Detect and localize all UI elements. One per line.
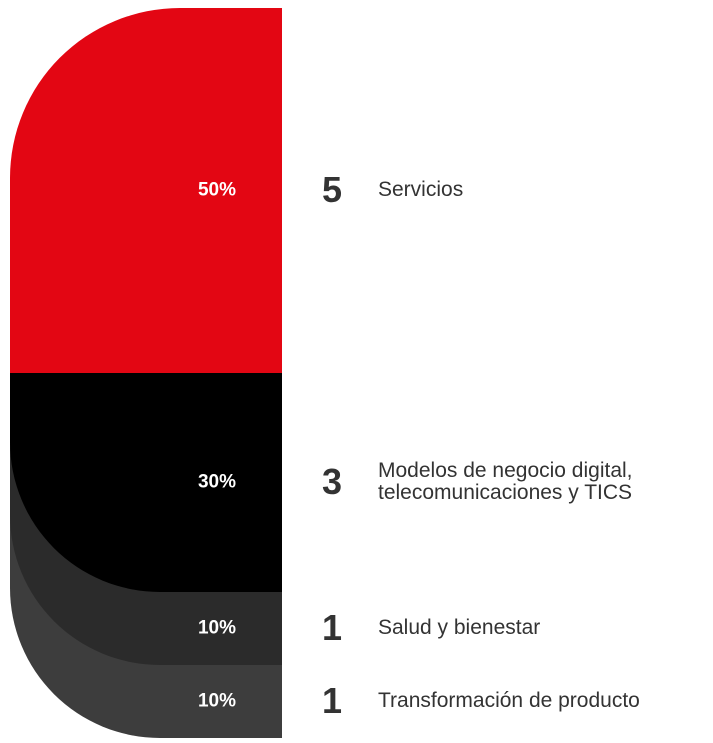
percent-label: 10%	[198, 691, 236, 712]
count: 5	[322, 169, 342, 210]
category-label: telecomunicaciones y TICS	[378, 481, 632, 504]
segment	[10, 8, 282, 373]
category-label: Transformación de producto	[378, 689, 640, 712]
count: 3	[322, 461, 342, 502]
count: 1	[322, 607, 342, 648]
category-label: Salud y bienestar	[378, 616, 540, 639]
category-label: Modelos de negocio digital,	[378, 459, 633, 482]
percent-label: 30%	[198, 472, 236, 493]
percent-label: 10%	[198, 618, 236, 639]
count: 1	[322, 680, 342, 721]
category-label: Servicios	[378, 178, 463, 201]
percent-label: 50%	[198, 180, 236, 201]
segment	[10, 373, 282, 592]
